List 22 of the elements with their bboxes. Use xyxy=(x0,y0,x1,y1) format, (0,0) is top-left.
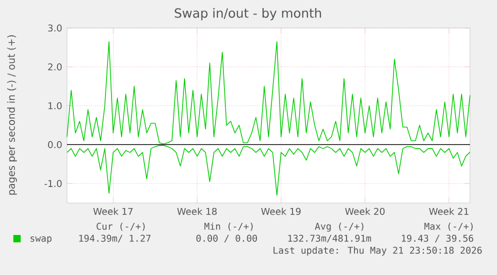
text: Avg (-/+) xyxy=(314,222,364,232)
x-tick-label: Week 17 xyxy=(93,208,133,215)
y-axis-title: pages per second in (-) / out (+) xyxy=(7,35,17,195)
y-tick-label: 2.0 xyxy=(48,63,62,70)
x-tick-label: Week 20 xyxy=(345,208,385,215)
text: 0.00 / 0.00 xyxy=(196,234,257,243)
text: Last update: Thu May 21 23:50:18 2026 xyxy=(274,246,482,256)
y-tick-label: 1.0 xyxy=(48,102,62,110)
x-tick-label: Week 21 xyxy=(429,208,468,215)
text: 194.39m/ 1.27 xyxy=(79,234,150,243)
y-tick-label: 3.0 xyxy=(48,24,62,32)
text: Cur (-/+) xyxy=(96,222,145,231)
x-tick-label: Week 19 xyxy=(261,208,301,215)
y-tick-label: 0.0 xyxy=(48,141,62,148)
y-tick-label: -1.0 xyxy=(44,180,62,188)
text: Max (-/+) xyxy=(424,222,473,231)
text: 19.43 / 39.56 xyxy=(402,234,474,243)
x-tick-label: Week 18 xyxy=(177,208,217,215)
text: 132.73m/481.91m xyxy=(288,234,372,243)
text: Min (-/+) xyxy=(204,222,253,231)
legend-label: swap xyxy=(30,236,52,244)
chart-title: Swap in/out - by month xyxy=(174,8,321,20)
